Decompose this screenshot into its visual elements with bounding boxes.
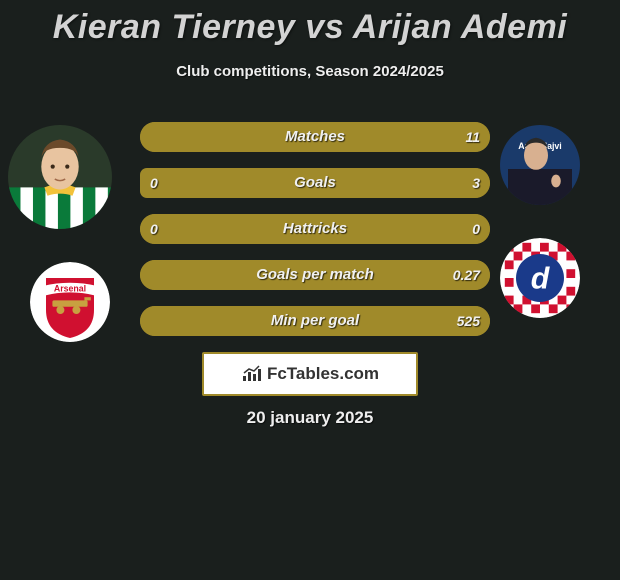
comparison-title: Kieran Tierney vs Arijan Ademi <box>0 0 620 47</box>
stat-label: Goals <box>140 168 490 198</box>
stat-value-right: 0 <box>472 214 480 244</box>
stat-value-left: 0 <box>150 214 158 244</box>
watermark-text: FcTables.com <box>267 364 379 384</box>
stat-value-right: 0.27 <box>453 260 480 290</box>
stat-label: Matches <box>140 122 490 152</box>
stat-row: Matches11 <box>140 122 490 152</box>
svg-text:d: d <box>531 261 551 295</box>
player-left-avatar <box>8 125 112 229</box>
season-subtitle: Club competitions, Season 2024/2025 <box>0 63 620 80</box>
stats-bars: Matches11Goals03Hattricks00Goals per mat… <box>140 122 490 352</box>
watermark: FcTables.com <box>202 352 418 396</box>
stat-row: Goals per match0.27 <box>140 260 490 290</box>
stat-row: Hattricks0 0 <box>140 214 490 244</box>
club-left-badge: Arsenal <box>30 262 110 342</box>
player-right-avatar: Auto Najvi <box>500 125 580 205</box>
snapshot-date: 20 january 2025 <box>0 408 620 428</box>
stat-row: Min per goal525 <box>140 306 490 336</box>
chart-icon <box>241 365 263 383</box>
stat-value-right: 525 <box>457 306 480 336</box>
stat-label: Hattricks <box>140 214 490 244</box>
svg-text:Arsenal: Arsenal <box>54 284 86 294</box>
stat-value-left: 0 <box>150 168 158 198</box>
stat-row: Goals0 3 <box>140 168 490 198</box>
stat-label: Min per goal <box>140 306 490 336</box>
stat-value-right: 11 <box>465 122 480 152</box>
stat-value-right: 3 <box>472 168 480 198</box>
club-right-badge: d <box>500 238 580 318</box>
stat-label: Goals per match <box>140 260 490 290</box>
